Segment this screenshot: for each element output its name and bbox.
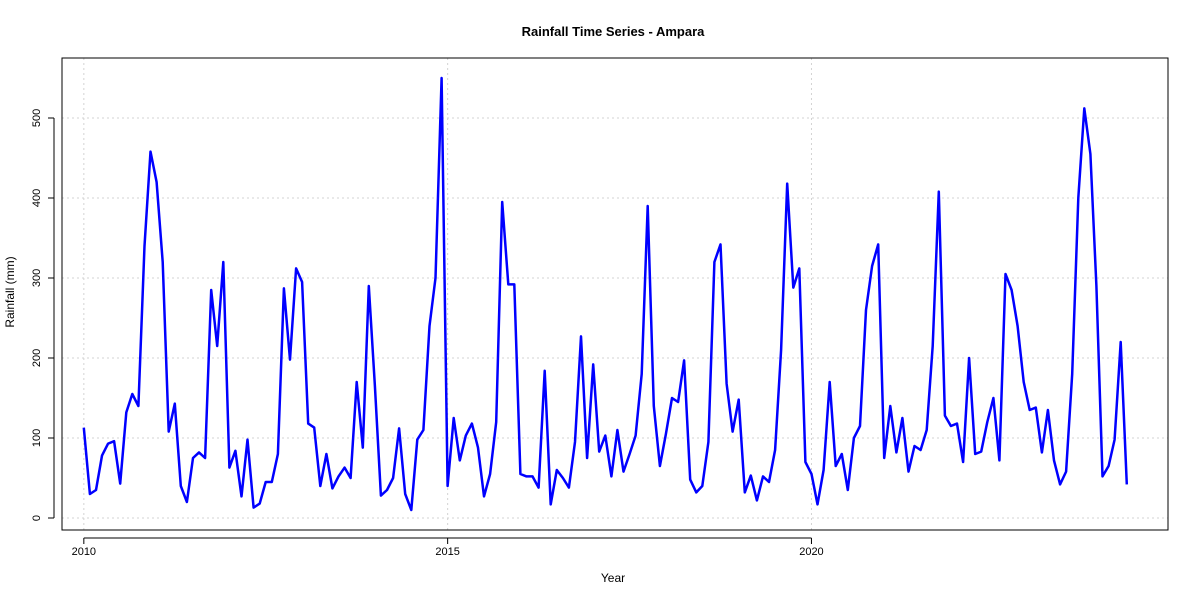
y-axis-label: Rainfall (mm) — [3, 256, 17, 327]
rainfall-series-line — [82, 76, 1129, 512]
y-tick-label: 400 — [31, 189, 43, 207]
grid — [62, 58, 1168, 530]
y-tick-label: 200 — [31, 349, 43, 367]
y-tick-label: 500 — [31, 109, 43, 127]
plot-frame — [61, 57, 1169, 531]
x-tick-label: 2020 — [799, 546, 823, 558]
y-tick-label: 0 — [31, 515, 43, 521]
axes: 0 100 200 300 400 500 2010 2015 2020 — [31, 109, 824, 558]
y-tick-label: 300 — [31, 269, 43, 287]
x-tick-label: 2015 — [435, 546, 459, 558]
y-tick-label: 100 — [31, 429, 43, 447]
x-tick-label: 2010 — [72, 546, 96, 558]
chart-title: Rainfall Time Series - Ampara — [522, 24, 706, 39]
x-axis-label: Year — [601, 571, 625, 585]
series-layer — [82, 76, 1129, 512]
